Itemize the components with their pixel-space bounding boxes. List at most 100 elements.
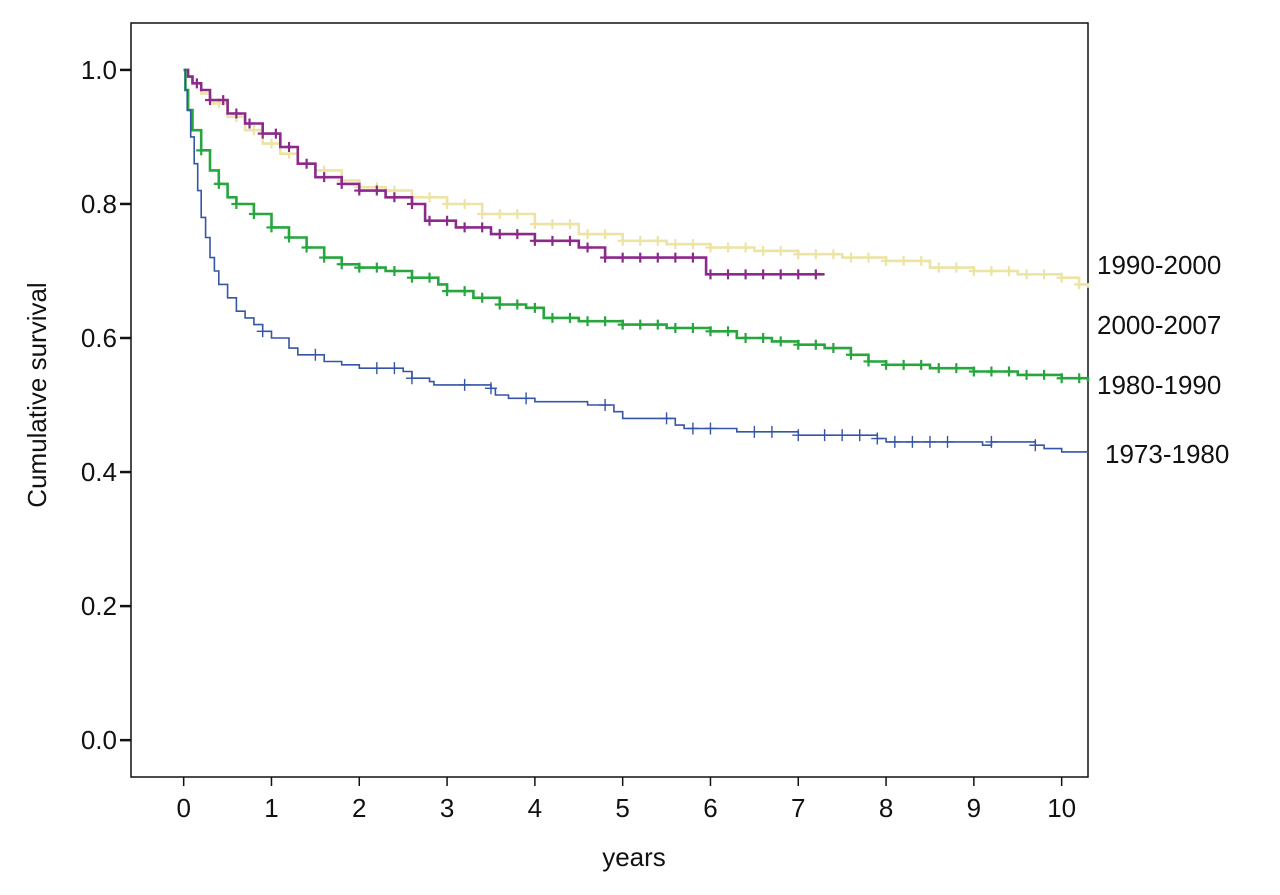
- censor-mark: [319, 252, 330, 263]
- censor-mark: [758, 333, 769, 344]
- censor-mark: [845, 349, 856, 360]
- censor-mark: [494, 299, 505, 310]
- censor-mark: [477, 209, 488, 220]
- censor-mark: [458, 378, 471, 391]
- censor-mark: [1003, 265, 1014, 276]
- censor-mark: [459, 286, 470, 297]
- censor-mark: [1074, 279, 1085, 290]
- censor-mark: [635, 319, 646, 330]
- series-1980-1990: [183, 68, 1090, 384]
- censor-mark: [564, 312, 575, 323]
- censor-mark: [388, 362, 401, 375]
- censor-mark: [1074, 373, 1085, 384]
- censor-mark: [792, 429, 805, 442]
- censor-mark: [405, 372, 418, 385]
- censor-mark: [256, 325, 269, 338]
- x-tick-label: 8: [879, 793, 893, 823]
- censor-mark: [529, 302, 540, 313]
- censor-mark: [270, 128, 281, 139]
- censor-mark: [635, 252, 646, 263]
- censor-mark: [582, 229, 593, 240]
- censor-mark: [371, 262, 382, 273]
- censor-mark: [309, 348, 322, 361]
- censor-mark: [547, 235, 558, 246]
- censor-mark: [244, 118, 255, 129]
- censor-mark: [218, 95, 229, 106]
- censor-mark: [652, 319, 663, 330]
- censor-mark: [336, 178, 347, 189]
- x-tick-label: 1: [264, 793, 278, 823]
- censor-mark: [494, 209, 505, 220]
- censor-mark: [484, 382, 497, 395]
- series-1973-1980: [183, 69, 1088, 453]
- y-tick-label: 0.2: [81, 591, 117, 621]
- censor-mark: [284, 232, 295, 243]
- censor-mark: [477, 222, 488, 233]
- censor-mark: [906, 435, 919, 448]
- censor-mark: [670, 239, 681, 250]
- censor-mark: [687, 239, 698, 250]
- series-line: [183, 69, 1088, 453]
- censor-mark: [985, 435, 998, 448]
- censor-mark: [723, 242, 734, 253]
- censor-mark: [923, 435, 936, 448]
- censor-mark: [916, 359, 927, 370]
- censor-mark: [670, 252, 681, 263]
- censor-mark: [740, 333, 751, 344]
- censor-mark: [600, 252, 611, 263]
- censor-mark: [520, 392, 533, 405]
- censor-mark: [442, 215, 453, 226]
- censor-mark: [257, 128, 268, 139]
- series-labels: 1990-2000 2000-2007 1980-1990 1973-1980: [1097, 250, 1229, 469]
- censor-mark: [853, 429, 866, 442]
- censor-mark: [424, 215, 435, 226]
- censor-mark: [758, 245, 769, 256]
- censor-mark: [266, 222, 277, 233]
- censor-mark: [1039, 269, 1050, 280]
- censor-mark: [547, 312, 558, 323]
- censor-mark: [810, 249, 821, 260]
- censor-mark: [704, 422, 717, 435]
- censor-mark: [284, 141, 295, 152]
- censor-mark: [205, 95, 216, 106]
- series-label-1990-2000: 1990-2000: [1097, 250, 1221, 280]
- censor-mark: [740, 269, 751, 280]
- censor-mark: [617, 235, 628, 246]
- censor-mark: [301, 158, 312, 169]
- censor-mark: [793, 249, 804, 260]
- censor-mark: [231, 108, 242, 119]
- censor-mark: [564, 235, 575, 246]
- censor-mark: [406, 198, 417, 209]
- censor-mark: [529, 235, 540, 246]
- censor-mark: [424, 272, 435, 283]
- censor-mark: [213, 178, 224, 189]
- censor-mark: [740, 242, 751, 253]
- censor-mark: [933, 363, 944, 374]
- censor-mark: [389, 192, 400, 203]
- censor-mark: [758, 269, 769, 280]
- x-tick-label: 6: [703, 793, 717, 823]
- censor-mark: [1056, 272, 1067, 283]
- censor-mark: [986, 265, 997, 276]
- censor-mark: [881, 359, 892, 370]
- series-label-1973-1980: 1973-1980: [1105, 439, 1229, 469]
- censor-mark: [599, 399, 612, 412]
- censor-mark: [459, 222, 470, 233]
- censor-mark: [705, 242, 716, 253]
- y-tick-label: 1.0: [81, 55, 117, 85]
- x-tick-label: 7: [791, 793, 805, 823]
- censor-mark: [371, 185, 382, 196]
- censor-mark: [705, 326, 716, 337]
- x-tick-label: 0: [176, 793, 190, 823]
- x-tick-label: 10: [1047, 793, 1076, 823]
- censor-mark: [765, 425, 778, 438]
- censor-mark: [442, 198, 453, 209]
- censor-mark: [898, 255, 909, 266]
- y-tick-label: 0.8: [81, 189, 117, 219]
- censor-mark: [660, 412, 673, 425]
- x-tick-label: 2: [352, 793, 366, 823]
- censor-mark: [670, 322, 681, 333]
- censor-mark: [881, 255, 892, 266]
- censor-mark: [845, 252, 856, 263]
- x-tick-label: 3: [440, 793, 454, 823]
